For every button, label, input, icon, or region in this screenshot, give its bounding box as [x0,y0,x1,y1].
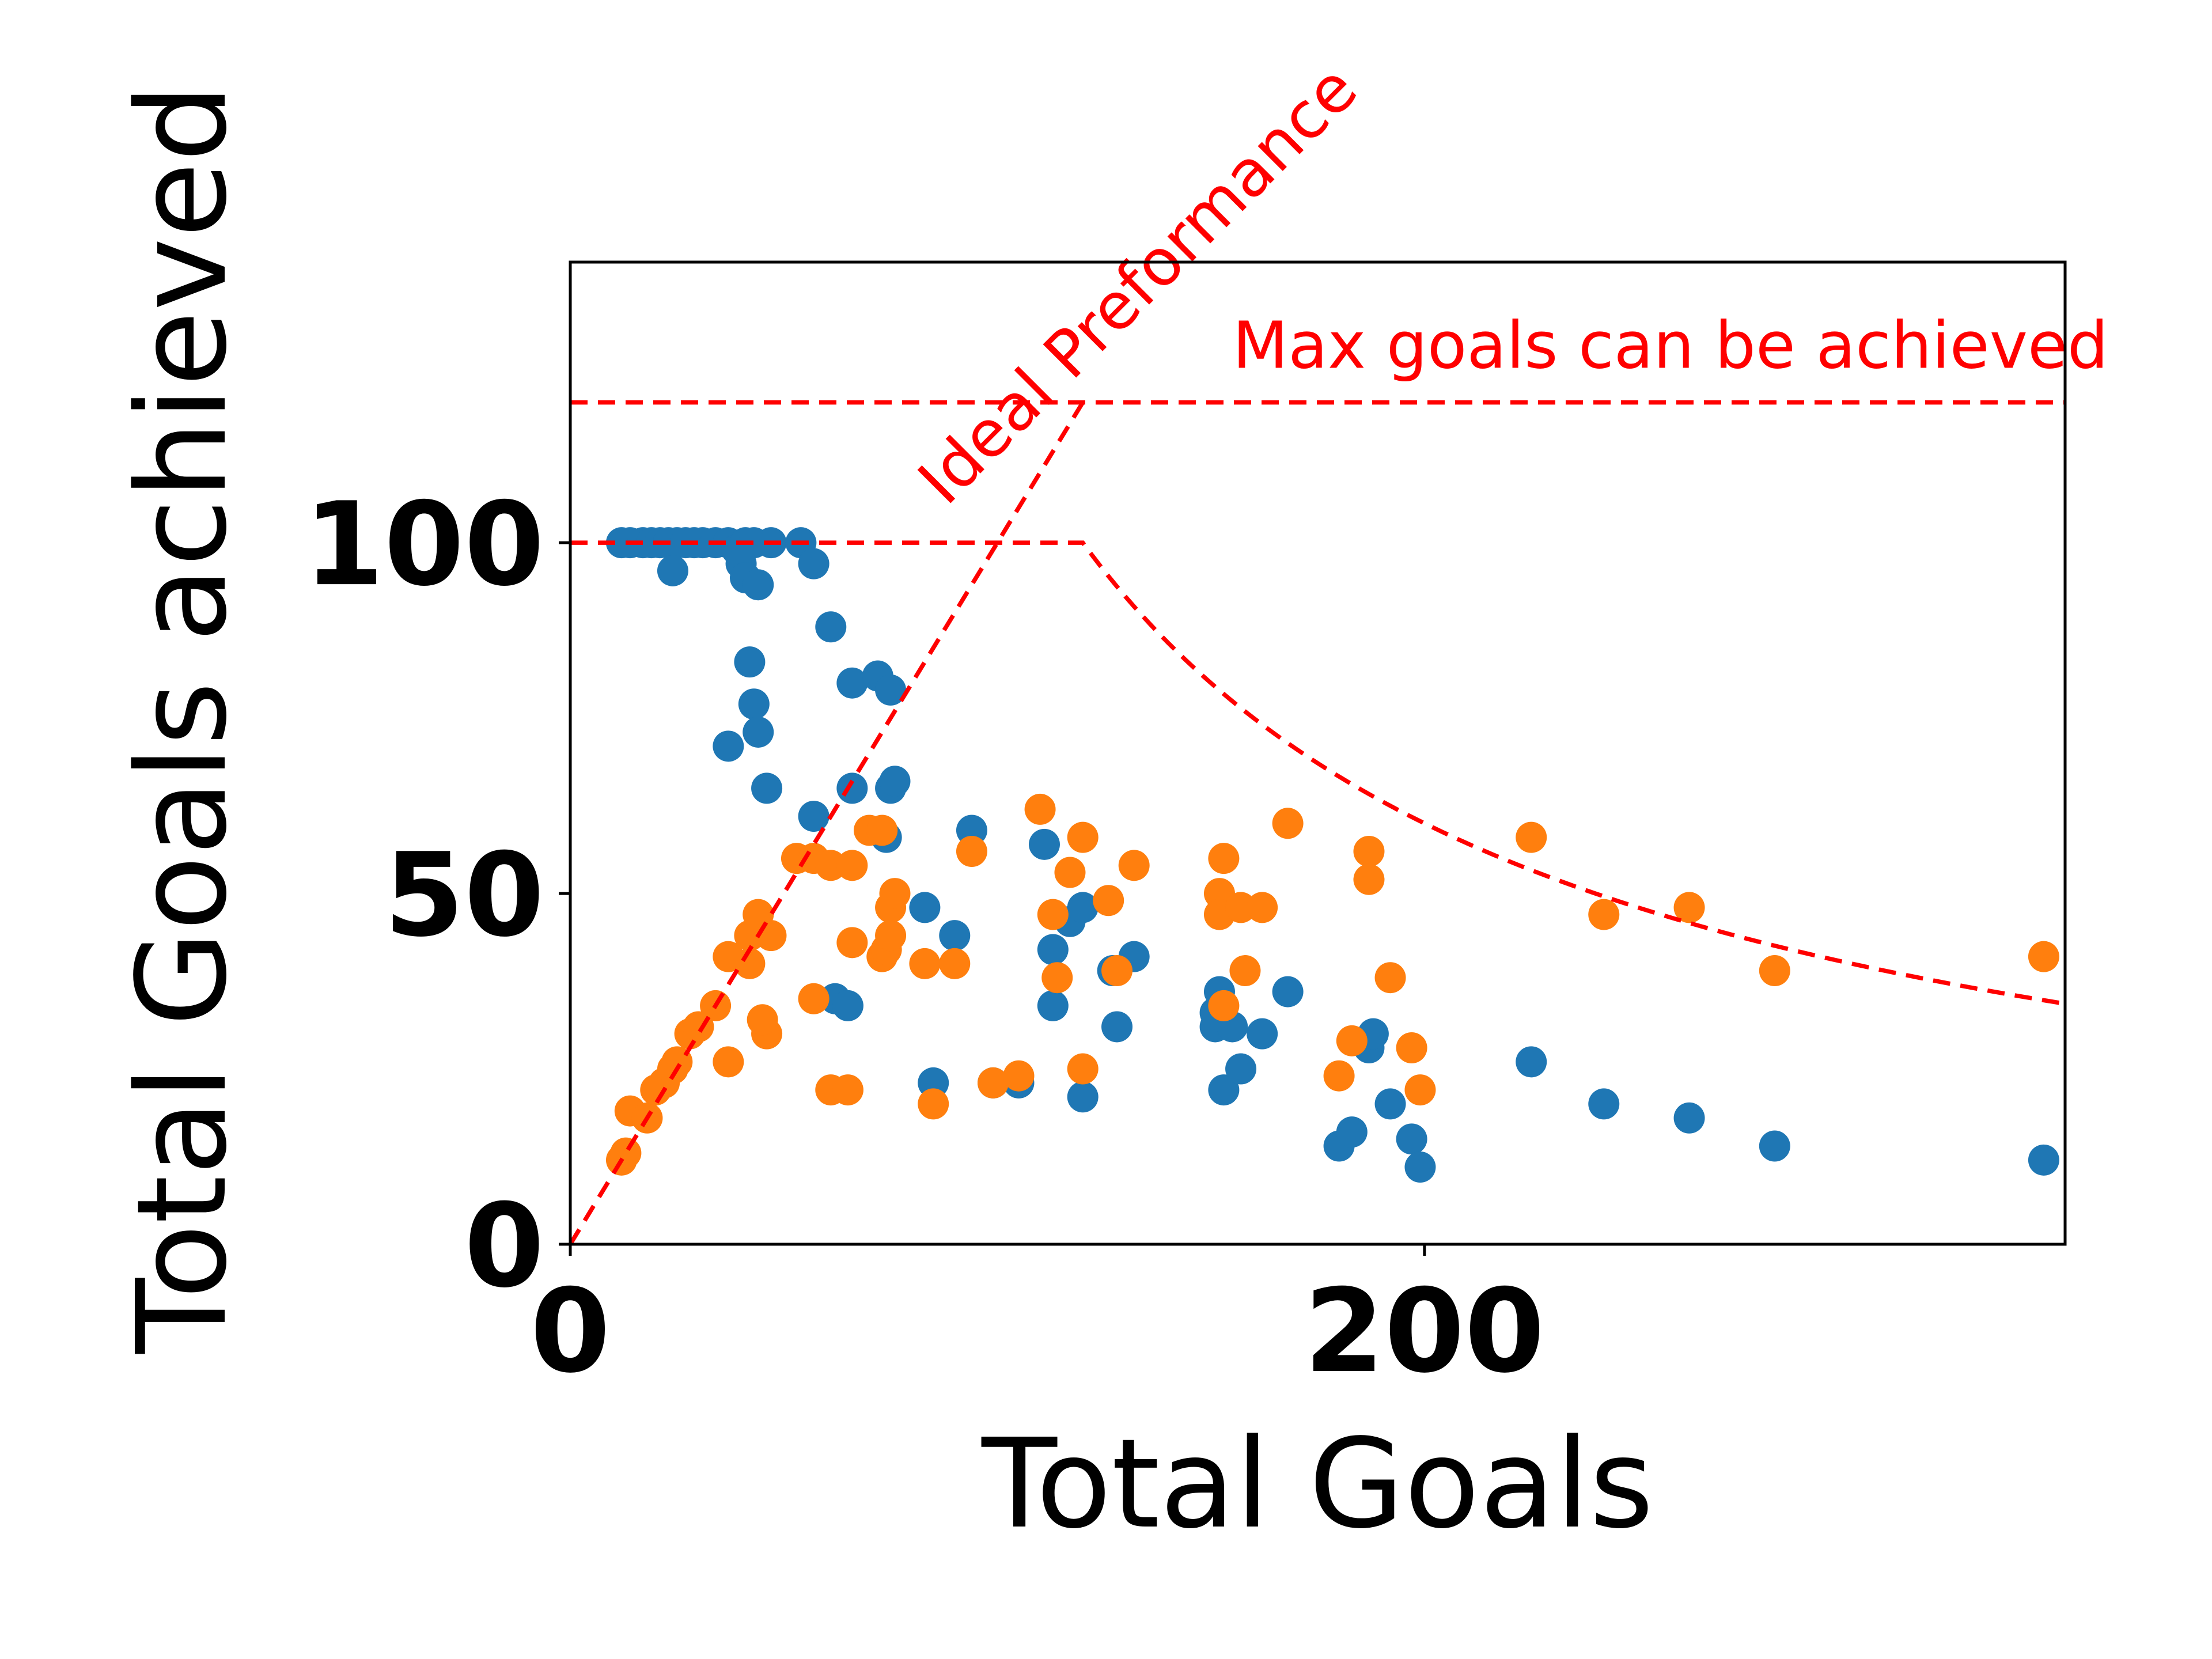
series-2-point-23 [798,983,830,1014]
series-2-point-37 [956,836,987,867]
series-1-point-24 [738,688,770,720]
series-1-point-17 [657,555,688,586]
series-1-point-20 [743,569,774,601]
series-1-point-28 [836,667,868,699]
series-2-point-59 [1353,836,1385,867]
series-1-point-57 [1208,1074,1240,1106]
series-2-point-56 [1208,990,1240,1021]
series-2-point-63 [1404,1074,1436,1106]
series-1-point-46 [1037,990,1069,1021]
series-1-point-37 [832,990,863,1021]
series-1-point-21 [798,548,830,579]
ideal-performance-label: Ideal Preformance [904,51,1372,519]
x-tick-label-1: 200 [1304,1264,1544,1399]
series-2-point-28 [866,815,898,846]
series-2-point-22 [836,850,868,881]
series-1-point-65 [1374,1088,1406,1120]
series-2-point-40 [1024,793,1056,825]
series-1-point-22 [815,611,847,643]
series-1-point-71 [1759,1130,1790,1162]
series-2-point-39 [1003,1060,1035,1092]
y-axis-label: Total Goals achieved [111,84,254,1354]
series-2-point-51 [1208,843,1240,874]
series-2-point-45 [1067,821,1099,853]
plot-frame [569,260,2067,1246]
series-2-point-58 [1336,1025,1368,1056]
x-tick-label-0: 0 [530,1264,610,1399]
series-2-point-21 [815,850,847,881]
series-1-point-23 [734,646,766,678]
series-2-point-26 [836,927,868,959]
series-2-point-38 [978,1067,1009,1099]
series-1-point-34 [798,801,830,832]
capped-performance-curve [570,540,2066,1006]
series-1-point-44 [1028,828,1060,860]
series-2-point-12 [713,1046,744,1078]
series-1-point-48 [1067,892,1099,923]
series-1-point-38 [909,892,941,923]
series-1-point-69 [1588,1088,1620,1120]
series-2-point-1 [610,1137,642,1169]
series-1-point-39 [939,920,971,952]
axis-ticks: 0 200 0 50 100 [304,478,1545,1399]
y-tick-label-2: 100 [304,478,544,612]
series-2-point-13 [734,948,766,979]
series-2-point-68 [2028,941,2059,972]
series-2-point-67 [1759,955,1790,987]
series-1-point-26 [713,730,744,762]
series-2-point-43 [1054,857,1086,888]
y-tick-label-0: 0 [464,1179,544,1313]
series-2-point-60 [1353,863,1385,895]
series-2-point-35 [918,1088,949,1120]
series-2-point-61 [1374,962,1406,994]
series-2-point-57 [1323,1060,1355,1092]
series-1-point-60 [1272,976,1304,1007]
series-2-point-36 [939,948,971,979]
series-2-point-52 [1225,892,1257,923]
series-1-point-27 [751,772,783,804]
series-2-point-31 [875,920,907,952]
series-2-point-64 [1516,821,1547,853]
series-2-point-53 [1229,955,1261,987]
max-goals-label: Max goals can be achieved [1233,309,2108,384]
series-2-point-25 [832,1074,863,1106]
series-2-point-48 [1118,850,1150,881]
series-1-point-45 [1037,934,1069,965]
x-axis-label: Total Goals [981,1412,1654,1556]
series-1-point-49 [1067,1081,1099,1113]
series-1-point-25 [743,716,774,748]
series-2-point-44 [1067,1053,1099,1085]
series-2-point-18 [747,1004,778,1036]
series-1-point-30 [875,674,907,706]
series-1-point-70 [1673,1102,1705,1134]
series-1-point-51 [1101,1011,1133,1043]
series-2-point-46 [1093,885,1124,916]
series-2-point-54 [1247,892,1278,923]
series-2-point-33 [879,878,911,910]
series-1-point-58 [1225,1053,1257,1085]
series-1-point-67 [1404,1152,1436,1183]
series-1-point-68 [1516,1046,1547,1078]
series-2-point-66 [1673,892,1705,923]
series-1-point-31 [836,772,868,804]
series-2-point-41 [1037,899,1069,930]
series-2-point-42 [1041,962,1073,994]
series-1-point-66 [1396,1123,1427,1155]
series-2-point-55 [1272,808,1304,839]
plot-area [568,400,2066,1245]
series-2-point-34 [909,948,941,979]
series-2-point-62 [1396,1032,1427,1063]
series-2-point-65 [1588,899,1620,930]
series-1-point-72 [2028,1144,2059,1176]
series-1-point-33 [879,766,911,797]
y-tick-label-1: 50 [384,828,544,963]
series-1-point-59 [1247,1018,1278,1050]
series-1-point-62 [1336,1116,1368,1148]
series-2-point-47 [1101,955,1133,987]
